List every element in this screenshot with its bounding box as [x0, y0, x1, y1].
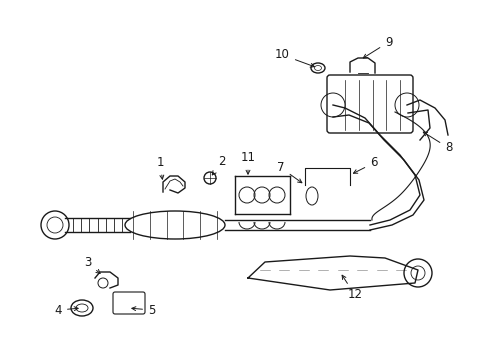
Text: 9: 9 [363, 36, 392, 58]
Text: 2: 2 [212, 156, 225, 175]
Text: 1: 1 [156, 157, 163, 179]
Text: 8: 8 [423, 132, 451, 154]
Text: 7: 7 [277, 162, 301, 183]
Text: 11: 11 [240, 152, 255, 174]
Text: 3: 3 [84, 256, 100, 274]
Text: 4: 4 [54, 303, 78, 316]
Text: 5: 5 [132, 303, 155, 316]
Text: 10: 10 [275, 49, 314, 67]
Text: 6: 6 [353, 157, 377, 173]
Text: 12: 12 [342, 275, 362, 301]
